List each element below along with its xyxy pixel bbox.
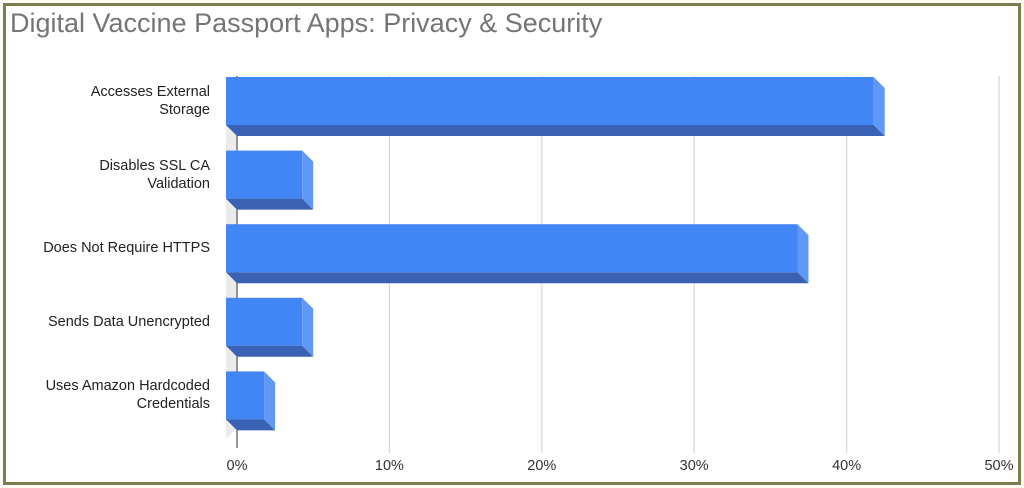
bar-front	[226, 77, 874, 125]
bar-side	[302, 297, 314, 357]
bar-front	[226, 150, 303, 199]
category-label: Uses Amazon Hardcoded Credentials	[0, 377, 210, 413]
category-label-line: Does Not Require HTTPS	[43, 240, 210, 257]
bar-bottom	[226, 198, 314, 210]
bar-front	[226, 371, 265, 420]
bar-bottom	[226, 272, 809, 284]
x-tick-label: 20%	[527, 458, 557, 474]
chart-title: Digital Vaccine Passport Apps: Privacy &…	[10, 8, 603, 38]
bar-side	[873, 77, 885, 136]
bar-bottom	[226, 125, 885, 136]
bar-side	[797, 224, 809, 284]
bar-side	[264, 371, 276, 431]
bar-front	[226, 297, 303, 346]
category-label-line: Credentials	[136, 396, 210, 413]
category-label-line: Sends Data Unencrypted	[47, 313, 210, 330]
category-label: Does Not Require HTTPS	[0, 239, 210, 257]
x-tick-label: 30%	[679, 458, 709, 474]
x-tick-label: 0%	[226, 458, 248, 474]
category-label: Sends Data Unencrypted	[0, 313, 210, 331]
bar-bottom	[226, 345, 314, 357]
x-tick-label: 10%	[374, 458, 404, 474]
bar-front	[226, 224, 798, 273]
category-label: Accesses External Storage	[0, 83, 210, 119]
bar-side	[302, 150, 314, 210]
category-label: Disables SSL CA Validation	[0, 157, 210, 193]
bar-bottom	[226, 419, 276, 431]
category-label-line: Disables SSL CA	[99, 157, 210, 174]
category-label-line: Storage	[159, 102, 210, 118]
category-label-line: Accesses External	[90, 84, 210, 100]
category-label-line: Uses Amazon Hardcoded	[45, 378, 210, 395]
category-label-line: Validation	[147, 175, 210, 192]
x-tick-label: 40%	[832, 458, 862, 474]
x-tick-label: 50%	[984, 458, 1014, 474]
